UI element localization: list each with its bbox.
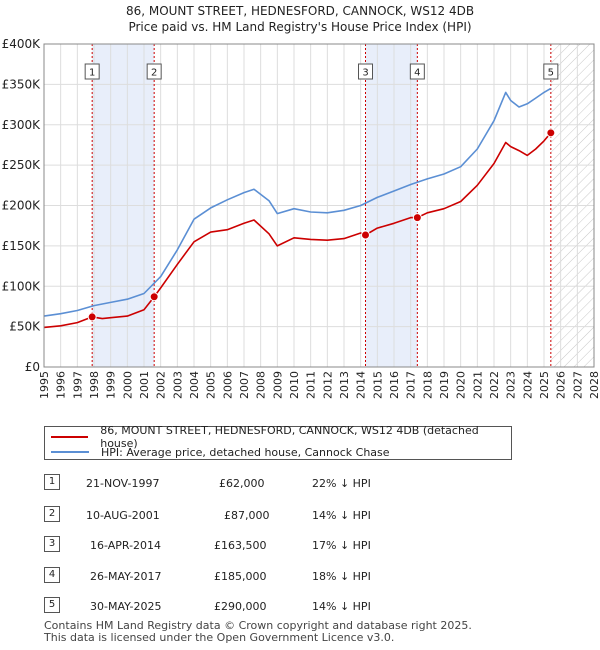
x-tick-label: 2005 (205, 371, 218, 399)
x-tick-label: 2019 (438, 371, 451, 399)
sale-number-label: 1 (89, 68, 95, 79)
sale-point (87, 312, 97, 322)
sale-hpi-diff: 14% ↓ HPI (312, 509, 371, 522)
y-tick-label: £200K (2, 199, 42, 213)
x-tick-label: 2011 (305, 371, 318, 399)
x-tick-label: 2006 (221, 371, 234, 399)
x-tick-label: 1997 (71, 371, 84, 399)
sale-number-label: 3 (362, 68, 368, 79)
sale-number-label: 4 (414, 68, 420, 79)
chart-title: 86, MOUNT STREET, HEDNESFORD, CANNOCK, W… (126, 4, 474, 18)
copyright-line: Contains HM Land Registry data © Crown c… (44, 619, 472, 632)
sale-number-badge: 3 (44, 536, 60, 552)
y-tick-label: £0 (25, 360, 40, 374)
sale-hpi-diff: 22% ↓ HPI (312, 477, 371, 490)
sale-number-badge: 1 (44, 474, 60, 490)
sale-number-box (146, 63, 162, 80)
x-tick-label: 2000 (121, 371, 134, 399)
sale-number-label: 5 (548, 68, 554, 79)
sale-hpi-diff: 17% ↓ HPI (312, 539, 371, 552)
x-tick-label: 1999 (105, 371, 118, 399)
legend-label-property: 86, MOUNT STREET, HEDNESFORD, CANNOCK, W… (100, 424, 479, 450)
chart-subtitle: Price paid vs. HM Land Registry's House … (128, 20, 471, 34)
table-row: 3 16-APR-2014 £163,500 17% ↓ HPI (44, 536, 464, 556)
x-tick-label: 2021 (471, 371, 484, 399)
sale-number-box (358, 63, 373, 80)
x-tick-label: 2028 (588, 371, 600, 399)
x-tick-label: 2027 (571, 371, 584, 399)
legend-label-hpi: HPI: Average price, detached house, Cann… (101, 445, 390, 459)
sale-date: 30-MAY-2025 (90, 600, 162, 613)
licence-line: This data is licensed under the Open Gov… (44, 631, 395, 644)
table-row: 5 30-MAY-2025 £290,000 14% ↓ HPI (44, 597, 464, 617)
table-row: 1 21-NOV-1997 £62,000 22% ↓ HPI (44, 474, 464, 494)
table-row: 2 10-AUG-2001 £87,000 14% ↓ HPI (44, 506, 464, 526)
y-tick-label: £150K (2, 239, 42, 253)
x-tick-label: 2018 (421, 371, 434, 399)
x-tick-label: 2002 (155, 371, 168, 399)
x-tick-label: 2020 (455, 371, 468, 399)
sale-number-badge: 4 (44, 567, 60, 583)
price-chart: 86, MOUNT STREET, HEDNESFORD, CANNOCK, W… (2, 4, 600, 399)
x-tick-label: 2007 (238, 371, 251, 399)
x-tick-label: 2025 (538, 371, 551, 399)
sale-price: £163,500 (214, 539, 267, 552)
sale-number-label: 2 (151, 68, 157, 79)
x-tick-label: 2003 (171, 371, 184, 399)
sale-date: 16-APR-2014 (90, 539, 162, 552)
x-tick-label: 2009 (271, 371, 284, 399)
x-tick-label: 1996 (55, 371, 68, 399)
x-tick-label: 2026 (555, 371, 568, 399)
x-tick-label: 1998 (88, 371, 101, 399)
sale-point (412, 213, 422, 223)
x-tick-label: 2022 (488, 371, 501, 399)
hpi-line (43, 87, 552, 317)
sale-number-badge: 5 (44, 597, 60, 613)
sale-price: £185,000 (214, 570, 267, 583)
sale-date: 26-MAY-2017 (90, 570, 162, 583)
property-price-line (43, 132, 552, 329)
legend-item-property: 86, MOUNT STREET, HEDNESFORD, CANNOCK, W… (51, 424, 511, 450)
sale-price: £87,000 (224, 509, 270, 522)
legend-swatch-property (51, 436, 89, 438)
sale-number-box (409, 63, 425, 80)
x-tick-label: 2008 (255, 371, 268, 399)
sale-number-box (543, 63, 559, 80)
sale-date: 21-NOV-1997 (86, 477, 160, 490)
x-tick-label: 2012 (321, 371, 334, 399)
y-tick-label: £300K (2, 118, 42, 132)
x-tick-label: 2013 (338, 371, 351, 399)
sale-point (149, 292, 159, 302)
x-tick-label: 1995 (38, 371, 51, 399)
sale-hpi-diff: 18% ↓ HPI (312, 570, 371, 583)
x-tick-label: 2014 (355, 371, 368, 399)
x-tick-label: 2015 (371, 371, 384, 399)
y-tick-label: £50K (9, 320, 41, 334)
sale-date: 10-AUG-2001 (86, 509, 160, 522)
x-tick-label: 2024 (521, 371, 534, 399)
x-tick-label: 2010 (288, 371, 301, 399)
sale-point (361, 230, 370, 240)
y-tick-label: £400K (2, 37, 42, 51)
x-tick-label: 2016 (388, 371, 401, 399)
sale-point (546, 128, 556, 138)
x-tick-label: 2004 (188, 371, 201, 399)
y-tick-label: £100K (2, 279, 42, 293)
sale-number-badge: 2 (44, 506, 60, 522)
sale-hpi-diff: 14% ↓ HPI (312, 600, 371, 613)
legend-item-hpi: HPI: Average price, detached house, Cann… (51, 444, 390, 460)
table-row: 4 26-MAY-2017 £185,000 18% ↓ HPI (44, 567, 464, 587)
x-tick-label: 2023 (505, 371, 518, 399)
x-tick-label: 2001 (138, 371, 151, 399)
y-tick-label: £250K (2, 158, 42, 172)
sale-number-box (84, 63, 100, 80)
sale-price: £62,000 (219, 477, 265, 490)
legend-swatch-hpi (51, 451, 89, 453)
y-tick-label: £350K (2, 77, 42, 91)
footer-notice: Contains HM Land Registry data © Crown c… (44, 620, 472, 644)
plot-border (43, 43, 595, 368)
sale-price: £290,000 (214, 600, 267, 613)
chart-legend: 86, MOUNT STREET, HEDNESFORD, CANNOCK, W… (44, 424, 512, 460)
x-tick-label: 2017 (405, 371, 418, 399)
